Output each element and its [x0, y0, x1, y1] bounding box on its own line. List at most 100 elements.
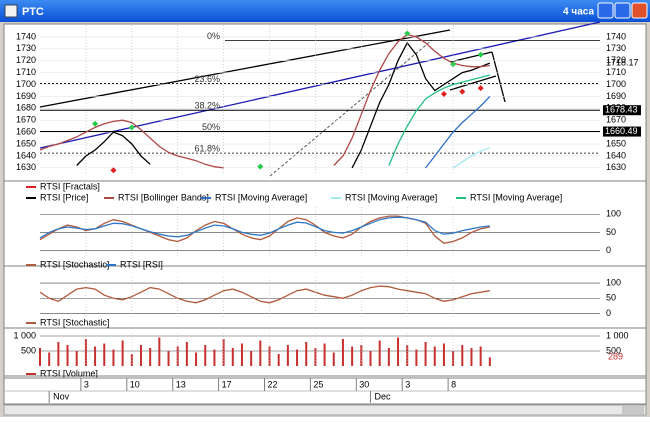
- channel-line: [449, 75, 497, 91]
- y-tick-label: 1660: [16, 127, 36, 137]
- volume-bar: [39, 348, 41, 366]
- volume-bar: [479, 346, 482, 366]
- volume-bar: [488, 357, 491, 366]
- fractal-marker: [404, 30, 411, 37]
- title-bar: [0, 0, 650, 22]
- series-line: [333, 33, 490, 166]
- y-tick-label: 1700: [606, 79, 626, 89]
- y-tick-label: 1730: [606, 43, 626, 53]
- y-tick-label: 1690: [606, 91, 626, 101]
- volume-bar: [240, 343, 243, 366]
- y-tick-label: 1730: [16, 43, 36, 53]
- trend-line: [39, 29, 451, 108]
- channel-line: [491, 51, 506, 103]
- volume-bar: [204, 345, 207, 366]
- volume-bar: [268, 346, 271, 366]
- window-title: РТС: [22, 6, 44, 18]
- series-line: [452, 146, 491, 169]
- volume-bar: [66, 345, 69, 366]
- x-tick-label: 8: [451, 379, 456, 389]
- volume-bar: [149, 348, 152, 366]
- series-line: [351, 41, 491, 169]
- app-icon: [4, 4, 18, 18]
- y-tick-label: 1650: [606, 138, 626, 148]
- legend-label: RTSI [Price]: [40, 192, 88, 202]
- price-tag: [603, 126, 641, 137]
- month-label: Nov: [53, 391, 70, 401]
- fractal-marker: [92, 120, 99, 127]
- volume-bar: [259, 340, 262, 366]
- y-tick-label: 1700: [16, 79, 36, 89]
- y-tick-label: 100: [606, 277, 621, 287]
- fib-label: 38.2%: [194, 101, 220, 111]
- volume-bar: [213, 349, 216, 366]
- y-tick-label: 1670: [606, 115, 626, 125]
- volume-bar: [231, 348, 234, 366]
- legend-label: RTSI [Moving Average]: [215, 192, 307, 202]
- volume-bar: [341, 339, 344, 366]
- minimize-button[interactable]: [597, 2, 614, 19]
- fib-label: 0%: [207, 31, 220, 41]
- y-tick-label: 1740: [16, 31, 36, 41]
- y-tick-label: 1 000: [606, 330, 629, 340]
- fib-label: 61.8%: [194, 143, 220, 153]
- volume-bar: [112, 349, 115, 366]
- volume-bar: [406, 345, 409, 366]
- y-tick-label: 1680: [16, 103, 36, 113]
- scroll-thumb[interactable]: [622, 406, 644, 414]
- y-tick-label: 1650: [16, 138, 36, 148]
- volume-bar: [387, 348, 390, 366]
- volume-bar: [378, 340, 381, 366]
- timeframe: 4 часа: [563, 7, 594, 18]
- volume-bar: [296, 349, 299, 366]
- legend-label: RTSI [Bollinger Bands]: [118, 192, 209, 202]
- volume-bar: [470, 348, 473, 366]
- close-button[interactable]: [631, 2, 648, 19]
- series-line: [39, 216, 490, 239]
- volume-bar: [433, 346, 436, 366]
- x-tick-label: 3: [405, 379, 410, 389]
- y-tick-label: 500: [606, 345, 621, 355]
- price-tag: [603, 105, 641, 116]
- legend-label: RTSI [Stochastic]: [40, 259, 109, 269]
- volume-bar: [75, 351, 78, 366]
- volume-bar: [103, 343, 106, 366]
- y-tick-label: 1720: [16, 55, 36, 65]
- series-line: [39, 119, 224, 169]
- series-line: [39, 285, 490, 304]
- month-label: Dec: [374, 391, 391, 401]
- volume-bar: [397, 337, 400, 366]
- legend-label: RTSI [Moving Average]: [470, 192, 562, 202]
- y-tick-label: 1710: [606, 67, 626, 77]
- volume-bar: [277, 354, 280, 366]
- volume-bar: [195, 352, 198, 366]
- scrollbar[interactable]: [3, 404, 647, 416]
- volume-bar: [286, 345, 289, 366]
- volume-bar: [185, 342, 188, 366]
- channel-line: [449, 51, 493, 63]
- fractal-marker: [477, 51, 484, 58]
- volume-bar: [323, 343, 326, 366]
- volume-bar: [305, 342, 308, 366]
- y-tick-label: 50: [606, 293, 616, 303]
- legend-label: RTSI [Volume]: [40, 368, 98, 378]
- volume-bar: [415, 349, 418, 366]
- series-line: [425, 95, 491, 169]
- volume-bar: [442, 343, 445, 366]
- volume-bar: [250, 351, 253, 366]
- maximize-button[interactable]: [614, 2, 631, 19]
- fractal-marker: [440, 91, 447, 98]
- y-tick-label: 1690: [16, 91, 36, 101]
- legend-label: RTSI [Moving Average]: [345, 192, 437, 202]
- last-price: 1718.17: [606, 57, 639, 67]
- legend-label: RTSI [RSI]: [120, 259, 163, 269]
- price-tag-label: 1660.49: [605, 126, 638, 136]
- volume-bar: [332, 352, 335, 366]
- legend-label: RTSI [Fractals]: [40, 181, 100, 191]
- volume-bar: [452, 351, 455, 366]
- y-tick-label: 50: [606, 227, 616, 237]
- volume-bar: [57, 342, 60, 366]
- price-tag-label: 1678.43: [605, 105, 638, 115]
- volume-bar: [461, 345, 464, 366]
- volume-bar: [351, 346, 354, 366]
